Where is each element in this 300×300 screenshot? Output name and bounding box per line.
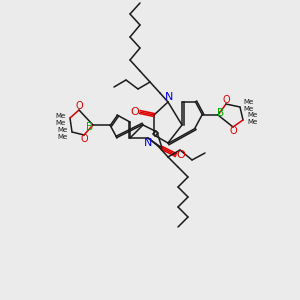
Text: Me: Me [244, 99, 254, 105]
Text: Me: Me [247, 112, 257, 118]
Text: Me: Me [56, 120, 66, 126]
Text: O: O [80, 134, 88, 144]
Text: B: B [218, 108, 225, 118]
Text: O: O [75, 101, 83, 111]
Text: O: O [222, 95, 230, 105]
Text: Me: Me [58, 134, 68, 140]
Text: Me: Me [56, 113, 66, 119]
Text: N: N [165, 92, 173, 102]
Text: O: O [177, 150, 185, 160]
Text: B: B [86, 122, 94, 132]
Text: O: O [229, 126, 237, 136]
Text: Me: Me [244, 106, 254, 112]
Text: N: N [144, 138, 152, 148]
Text: Me: Me [247, 119, 257, 125]
Text: Me: Me [58, 127, 68, 133]
Text: O: O [130, 107, 140, 117]
